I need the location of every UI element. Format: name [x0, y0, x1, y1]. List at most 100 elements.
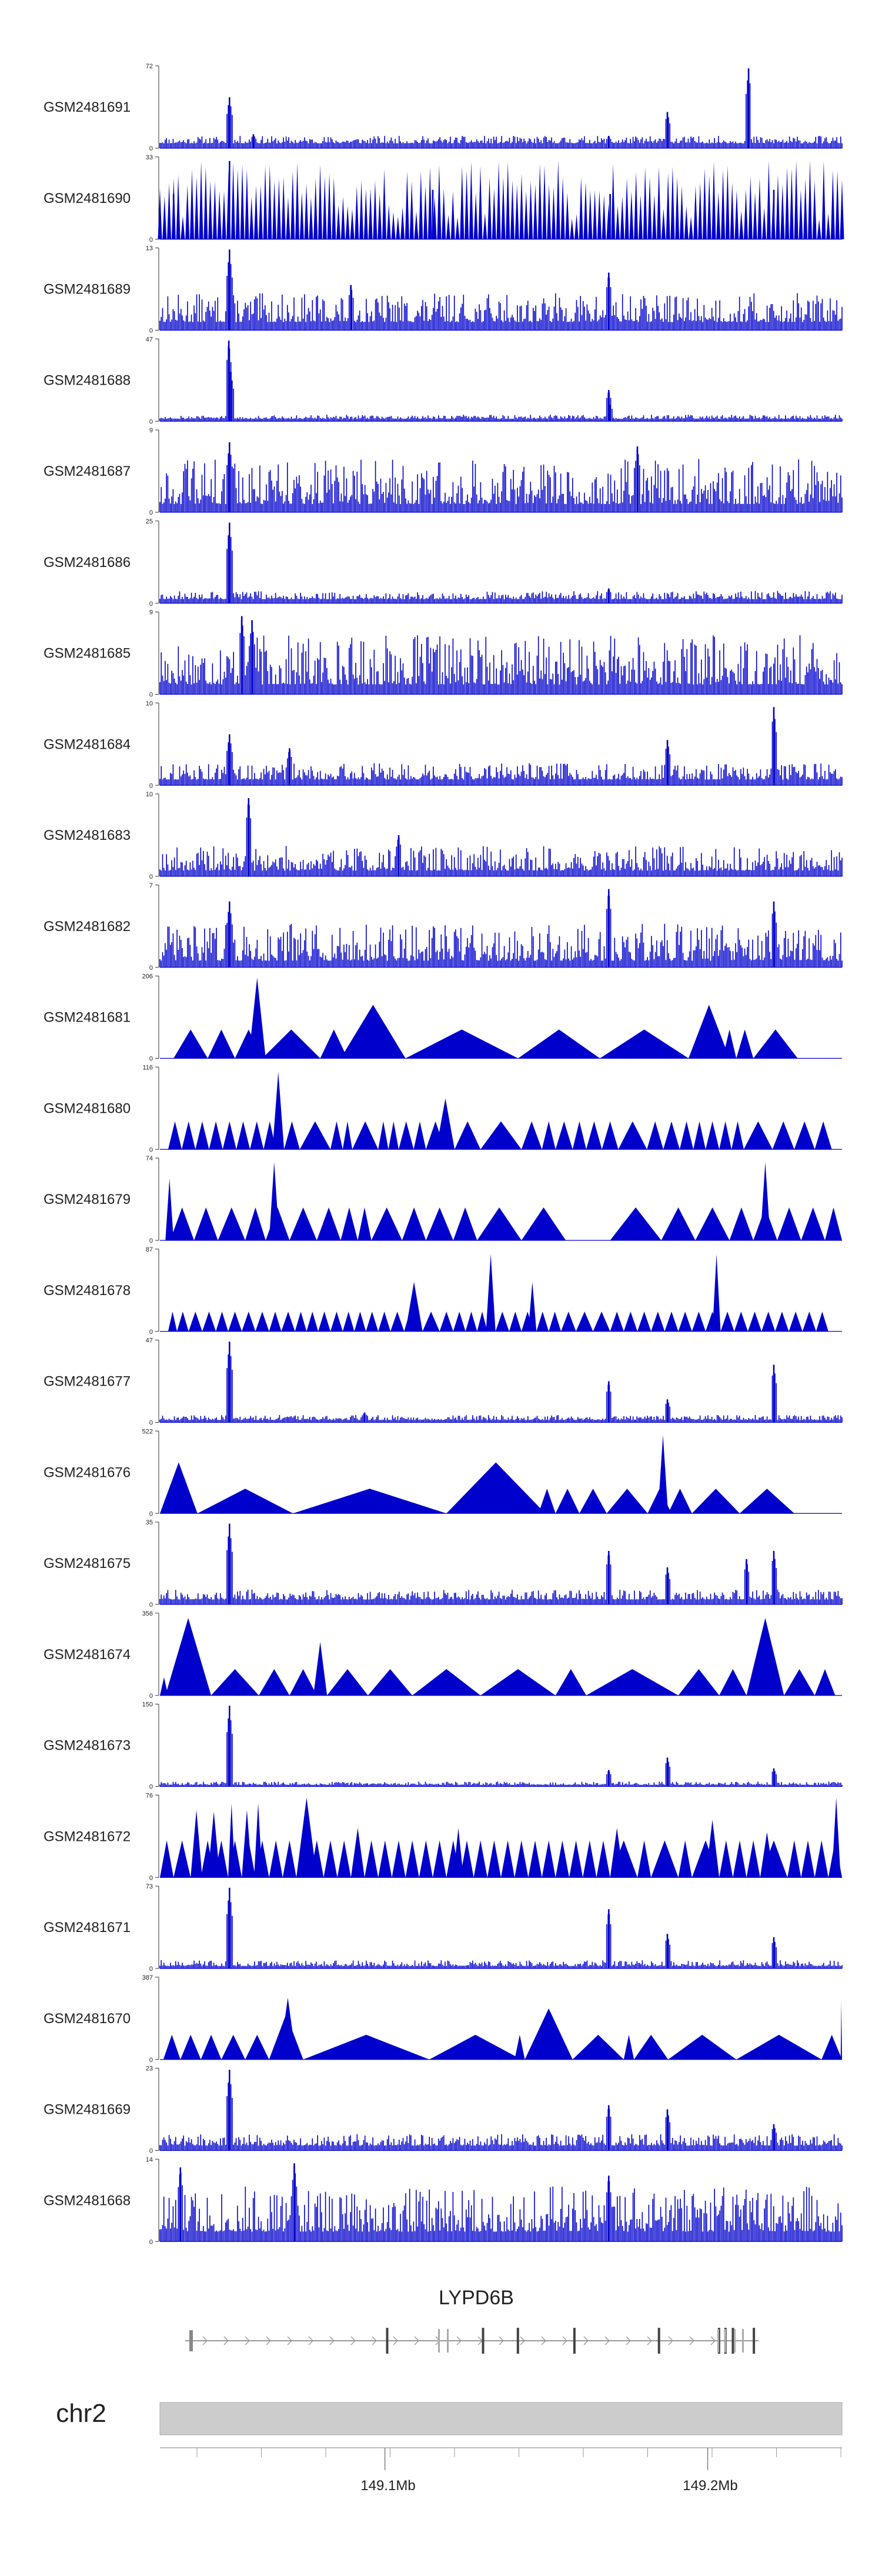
coverage-peak — [651, 1840, 679, 1878]
y-max-label: 33 — [146, 154, 153, 161]
coverage-peak — [663, 1121, 680, 1150]
ideogram-band — [159, 2402, 843, 2435]
coverage-peak — [160, 1840, 174, 1878]
coverage-peak — [245, 1207, 266, 1240]
coverage-signal — [159, 346, 843, 422]
x-axis-ticks — [196, 2448, 841, 2470]
coverage-peak — [188, 1312, 202, 1332]
coverage-peak — [337, 1840, 351, 1878]
coverage-peak — [342, 1121, 353, 1150]
coverage-peak — [789, 1312, 803, 1332]
coverage-peak — [371, 1207, 402, 1240]
gene-exon — [731, 2328, 734, 2354]
coverage-peak — [378, 1840, 392, 1878]
coverage-peak — [182, 1121, 196, 1150]
coverage-peak — [801, 1207, 825, 1240]
coverage-peak — [296, 1797, 317, 1878]
coverage-peak — [392, 1840, 406, 1878]
coverage-peak — [542, 1121, 556, 1150]
y-min-label: 0 — [149, 1420, 153, 1427]
track-label: GSM2481689 — [44, 282, 131, 298]
coverage-peak — [473, 1840, 487, 1878]
coverage-peak — [772, 1121, 794, 1150]
coverage-peak — [719, 1669, 747, 1696]
coverage-peak — [330, 1312, 343, 1332]
coverage-peak — [281, 1312, 295, 1332]
coverage-peak — [177, 1312, 189, 1332]
track-label: GSM2481676 — [44, 1464, 131, 1480]
coverage-peak — [477, 1312, 487, 1332]
track-GSM2481670: GSM2481670 387 0 — [44, 1974, 842, 2064]
coverage-peak — [453, 1312, 466, 1332]
coverage-peak — [753, 1029, 798, 1059]
y-max-label: 87 — [146, 1246, 153, 1253]
track-label: GSM2481671 — [44, 1920, 131, 1936]
y-min-label: 0 — [149, 145, 153, 152]
track-label: GSM2481688 — [44, 372, 131, 388]
y-min-label: 0 — [149, 418, 153, 425]
coverage-peak — [197, 1489, 293, 1514]
coverage-peak — [228, 1803, 235, 1878]
coverage-peak — [429, 2034, 522, 2060]
strand-chevron — [308, 2336, 313, 2345]
coverage-peak — [746, 1840, 760, 1878]
coverage-signal — [159, 2166, 843, 2242]
coverage-peak — [814, 1121, 832, 1150]
x-tick-label-149.2: 149.2Mb — [683, 2478, 737, 2494]
coverage-peak — [436, 1098, 455, 1150]
coverage-peak — [289, 1669, 317, 1696]
coverage-peak — [514, 1840, 529, 1878]
coverage-peak — [378, 1312, 391, 1332]
coverage-peak — [413, 1121, 426, 1150]
strand-chevron — [414, 2336, 419, 2345]
coverage-peak — [693, 1121, 706, 1150]
coverage-peak — [222, 1121, 236, 1150]
y-max-label: 9 — [149, 427, 153, 434]
strand-chevron — [393, 2336, 398, 2345]
coverage-peak — [787, 1840, 801, 1878]
track-label: GSM2481682 — [44, 919, 131, 935]
y-max-label: 23 — [146, 2066, 153, 2073]
strand-chevron — [372, 2336, 377, 2345]
strand-chevron — [710, 2336, 716, 2345]
coverage-peak — [419, 1840, 433, 1878]
coverage-peak — [160, 1677, 168, 1696]
coverage-signal — [159, 2070, 843, 2151]
strand-chevron — [626, 2336, 631, 2345]
gene-exon-minor — [742, 2329, 744, 2353]
y-max-label: 13 — [146, 245, 153, 252]
track-label: GSM2481687 — [44, 463, 131, 479]
coverage-peak — [596, 1840, 610, 1878]
coverage-peak — [661, 1207, 696, 1240]
track-GSM2481686: GSM2481686 25 0 — [44, 518, 843, 608]
y-min-label: 0 — [149, 236, 153, 243]
coverage-peak — [165, 1618, 211, 1696]
coverage-peak — [518, 1029, 600, 1059]
strand-chevron — [562, 2336, 567, 2345]
gene-exon-minor — [734, 2329, 736, 2353]
coverage-peak — [814, 1840, 828, 1878]
coverage-peak — [263, 1121, 276, 1150]
coverage-peak — [528, 1840, 542, 1878]
coverage-peak — [821, 2034, 842, 2060]
gene-exon — [753, 2328, 756, 2354]
track-GSM2481679: GSM2481679 74 0 — [44, 1155, 842, 1244]
coverage-peak — [668, 1489, 692, 1514]
coverage-peak — [299, 1121, 330, 1150]
coverage-peak — [465, 1312, 477, 1332]
coverage-peak — [618, 1121, 647, 1150]
coverage-peak — [365, 1840, 379, 1878]
coverage-peak — [801, 1840, 815, 1878]
strand-chevron — [604, 2336, 610, 2345]
coverage-peak — [412, 1669, 481, 1696]
coverage-peak — [211, 1669, 259, 1696]
track-GSM2481681: GSM2481681 206 0 — [44, 973, 842, 1063]
gene-exon — [516, 2328, 519, 2354]
coverage-peak — [586, 1669, 679, 1696]
y-min-label: 0 — [149, 1329, 153, 1336]
coverage-peak — [747, 1312, 762, 1332]
coverage-peak — [487, 1840, 501, 1878]
coverage-peak — [250, 1121, 264, 1150]
coverage-peak — [840, 2001, 842, 2060]
y-min-label: 0 — [149, 328, 153, 335]
